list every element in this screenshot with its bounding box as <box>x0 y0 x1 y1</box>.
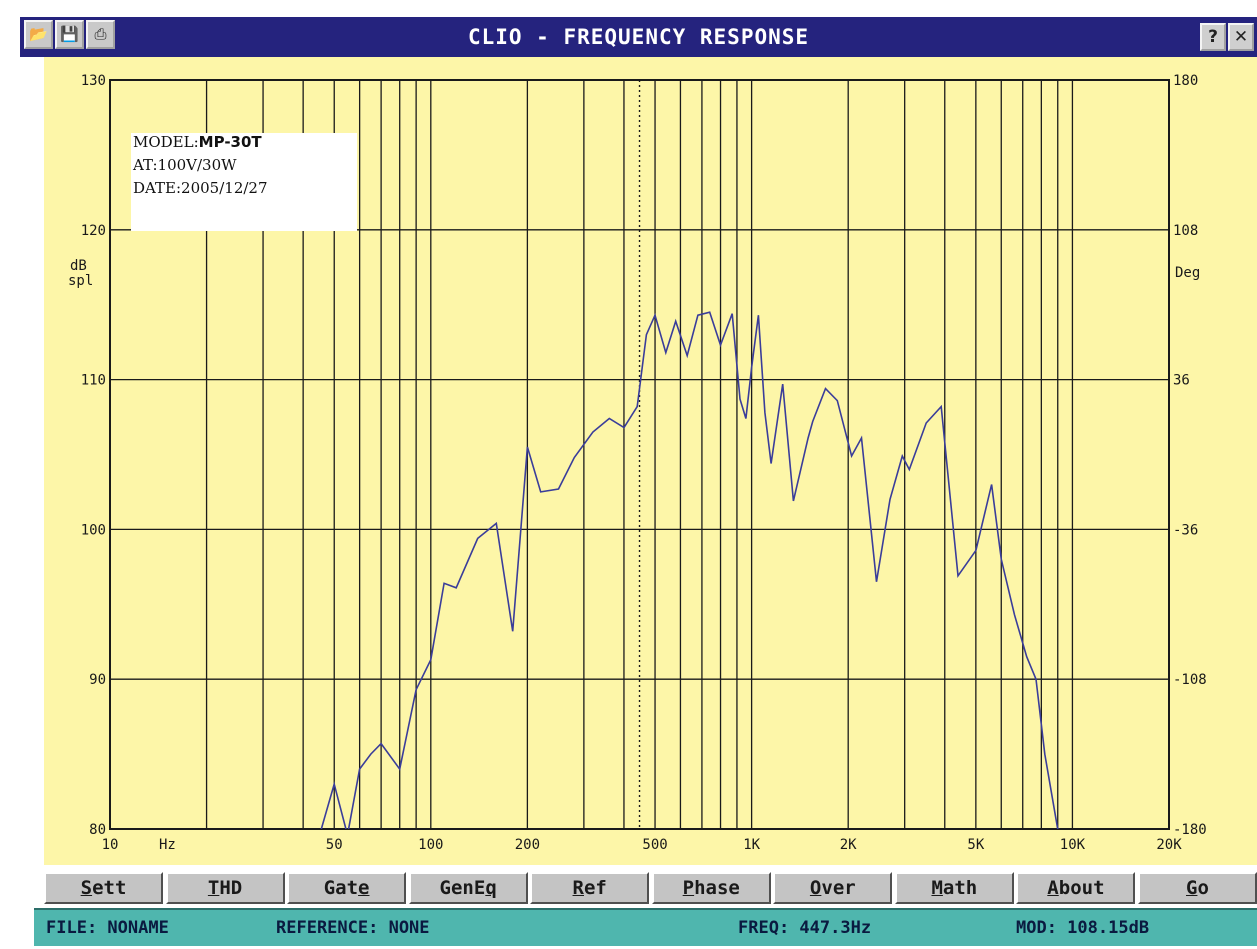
gate-label-part: Gat <box>323 877 359 899</box>
help-button[interactable]: ? <box>1200 23 1226 51</box>
ref-hotkey: R <box>572 877 584 899</box>
thd-label-rest: HD <box>219 877 243 899</box>
at-row: AT:100V/30W <box>133 156 237 174</box>
geneq-label-part: GenE <box>439 877 486 899</box>
y2-tick-label: 36 <box>1173 373 1190 389</box>
y-tick-label: 130 <box>81 73 106 89</box>
x-tick-label: 20K <box>1156 837 1182 853</box>
geneq-hotkey: q <box>485 877 497 899</box>
about-hotkey: A <box>1047 877 1059 899</box>
y-tick-label: 100 <box>81 522 106 538</box>
series-line <box>320 311 1060 829</box>
y-tick-label: 110 <box>81 373 106 389</box>
math-label-rest: ath <box>942 877 978 899</box>
y-axis-label-spl: spl <box>68 273 93 289</box>
y2-tick-label: 180 <box>1173 73 1198 89</box>
x-tick-label: 10 <box>102 837 119 853</box>
x-tick-label: 100 <box>418 837 443 853</box>
ref-label-rest: ef <box>583 877 607 899</box>
go-button[interactable]: Go <box>1137 872 1257 904</box>
x-axis-labels: 10 50 100 200 500 1K 2K 5K 10K 20K <box>102 837 1183 853</box>
y-axis-label-db: dB <box>70 258 87 274</box>
measurement-info-box: MODEL:MP-30T AT:100V/30W DATE:2005/12/27 <box>131 133 357 231</box>
left-axis-labels: 80 90 100 110 120 130 <box>81 73 106 838</box>
status-bar: FILE: NONAME REFERENCE: NONE FREQ: 447.3… <box>34 908 1257 946</box>
status-file: FILE: NONAME <box>46 918 169 938</box>
about-button[interactable]: About <box>1016 872 1136 904</box>
y2-tick-label: -180 <box>1173 822 1207 838</box>
x-tick-label: 5K <box>967 837 984 853</box>
sett-label-rest: ett <box>92 877 127 899</box>
status-freq: FREQ: 447.3Hz <box>738 918 872 938</box>
toolbar: Sett THD Gate GenEq Ref Phase Over Math About Go <box>44 872 1257 904</box>
x-axis-unit-label: Hz <box>159 837 176 853</box>
go-hotkey: G <box>1186 877 1198 899</box>
y-tick-label: 120 <box>81 223 106 239</box>
printer-icon[interactable]: ⎙ <box>86 20 115 49</box>
model-row: MODEL:MP-30T <box>133 133 262 151</box>
sett-button[interactable]: Sett <box>44 872 164 904</box>
model-label: MODEL: <box>133 133 199 151</box>
close-button[interactable]: ✕ <box>1228 23 1254 51</box>
phase-button[interactable]: Phase <box>651 872 771 904</box>
y2-axis-label: Deg <box>1175 265 1200 281</box>
x-tick-label: 200 <box>515 837 540 853</box>
folder-icon[interactable]: 📂 <box>24 20 53 49</box>
status-mod: MOD: 108.15dB <box>1016 918 1150 938</box>
frequency-response-chart: 80 90 100 110 120 130 -180 -108 -36 36 108 180 10 5… <box>68 73 1207 853</box>
y-tick-label: 80 <box>89 822 106 838</box>
over-label-rest: ver <box>821 877 856 899</box>
over-hotkey: O <box>809 877 822 899</box>
about-label-rest: bout <box>1058 877 1105 899</box>
x-tick-label: 1K <box>743 837 760 853</box>
thd-button[interactable]: THD <box>165 872 285 904</box>
phase-hotkey: P <box>682 877 695 899</box>
y-tick-label: 90 <box>89 672 106 688</box>
gate-button[interactable]: Gate <box>287 872 407 904</box>
gate-hotkey: e <box>358 877 370 899</box>
date-row: DATE:2005/12/27 <box>133 179 268 197</box>
sett-hotkey: S <box>80 877 93 899</box>
right-axis-labels: -180 -108 -36 36 108 180 <box>1173 73 1207 838</box>
x-tick-label: 500 <box>642 837 667 853</box>
y2-tick-label: -36 <box>1173 522 1198 538</box>
y2-tick-label: -108 <box>1173 672 1207 688</box>
x-tick-label: 2K <box>840 837 857 853</box>
x-tick-label: 50 <box>326 837 343 853</box>
ref-button[interactable]: Ref <box>530 872 650 904</box>
over-button[interactable]: Over <box>773 872 893 904</box>
geneq-button[interactable]: GenEq <box>408 872 528 904</box>
math-hotkey: M <box>931 877 943 899</box>
x-tick-label: 10K <box>1060 837 1086 853</box>
thd-hotkey: T <box>207 877 220 899</box>
model-value: MP-30T <box>198 133 262 151</box>
save-icon[interactable]: 💾 <box>55 20 84 49</box>
title-bar: 📂 💾 ⎙ CLIO - FREQUENCY RESPONSE ? ✕ <box>20 17 1257 57</box>
status-reference: REFERENCE: NONE <box>276 918 430 938</box>
phase-label-rest: hase <box>694 877 740 899</box>
math-button[interactable]: Math <box>894 872 1014 904</box>
window-title: CLIO - FREQUENCY RESPONSE <box>467 25 810 49</box>
go-label-rest: o <box>1197 877 1209 899</box>
y2-tick-label: 108 <box>1173 223 1198 239</box>
